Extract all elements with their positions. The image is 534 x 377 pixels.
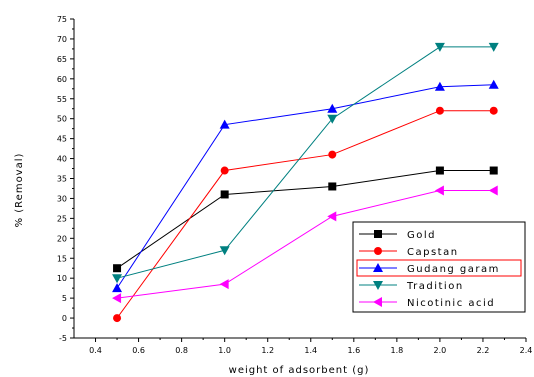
data-point [220,166,229,175]
data-point [488,79,499,89]
x-tick-label: 1.0 [218,346,231,355]
y-tick-label: 55 [57,95,67,104]
x-axis-title: weight of adsorbent (g) [229,365,370,376]
data-point [112,283,123,293]
data-point [488,185,498,196]
y-tick-label: 60 [57,75,67,84]
x-tick-label: 1.6 [347,346,360,355]
y-tick-label: 10 [57,274,67,283]
y-tick-label: 75 [57,15,67,24]
data-point [434,81,445,91]
x-tick-label: 1.2 [261,346,274,355]
y-tick-label: 0 [62,314,67,323]
data-point [220,190,229,199]
data-point [112,293,122,304]
y-tick-label: 40 [57,155,67,164]
data-point [219,119,230,129]
y-tick-label: 30 [57,194,67,203]
data-point [113,264,122,273]
data-point [488,42,499,52]
x-tick-label: 2.4 [520,346,533,355]
legend-label: Gold [407,230,436,241]
y-tick-label: 25 [57,214,67,223]
x-tick-label: 0.6 [132,346,145,355]
data-point [328,150,337,159]
data-point [112,274,123,284]
data-point [327,211,337,222]
legend-highlight [356,259,522,277]
legend-marker [373,297,382,307]
data-point [435,166,444,175]
data-point [327,103,338,113]
x-tick-label: 1.4 [304,346,317,355]
legend-marker [373,281,383,290]
y-tick-label: 45 [57,135,67,144]
data-point [435,106,444,115]
legend-label: Capstan [407,247,459,258]
legend-marker [374,247,382,255]
data-point [113,314,122,323]
data-point [219,246,230,256]
data-point [489,106,498,115]
legend-label: Nicotinic acid [407,298,495,309]
y-tick-label: 70 [57,35,67,44]
x-tick-label: 0.4 [89,346,102,355]
legend-marker [373,263,383,272]
x-tick-label: 2.0 [434,346,447,355]
x-tick-label: 1.8 [390,346,403,355]
data-point [434,185,444,196]
y-tick-label: 15 [57,254,67,263]
data-point [434,42,445,52]
y-tick-label: 35 [57,175,67,184]
data-point [327,114,338,124]
y-tick-label: 5 [62,294,67,303]
y-tick-label: 20 [57,234,67,243]
data-point [328,182,337,191]
data-point [489,166,498,175]
legend-marker [374,230,382,238]
y-axis-title: % (Removal) [14,153,25,228]
x-tick-label: 0.8 [175,346,188,355]
legend-label: Gudang garam [407,264,500,275]
y-tick-label: -5 [59,334,67,343]
x-tick-label: 2.2 [477,346,490,355]
legend-label: Tradition [406,281,464,292]
data-point [219,279,229,290]
y-tick-label: 50 [57,115,67,124]
y-tick-label: 65 [57,55,67,64]
